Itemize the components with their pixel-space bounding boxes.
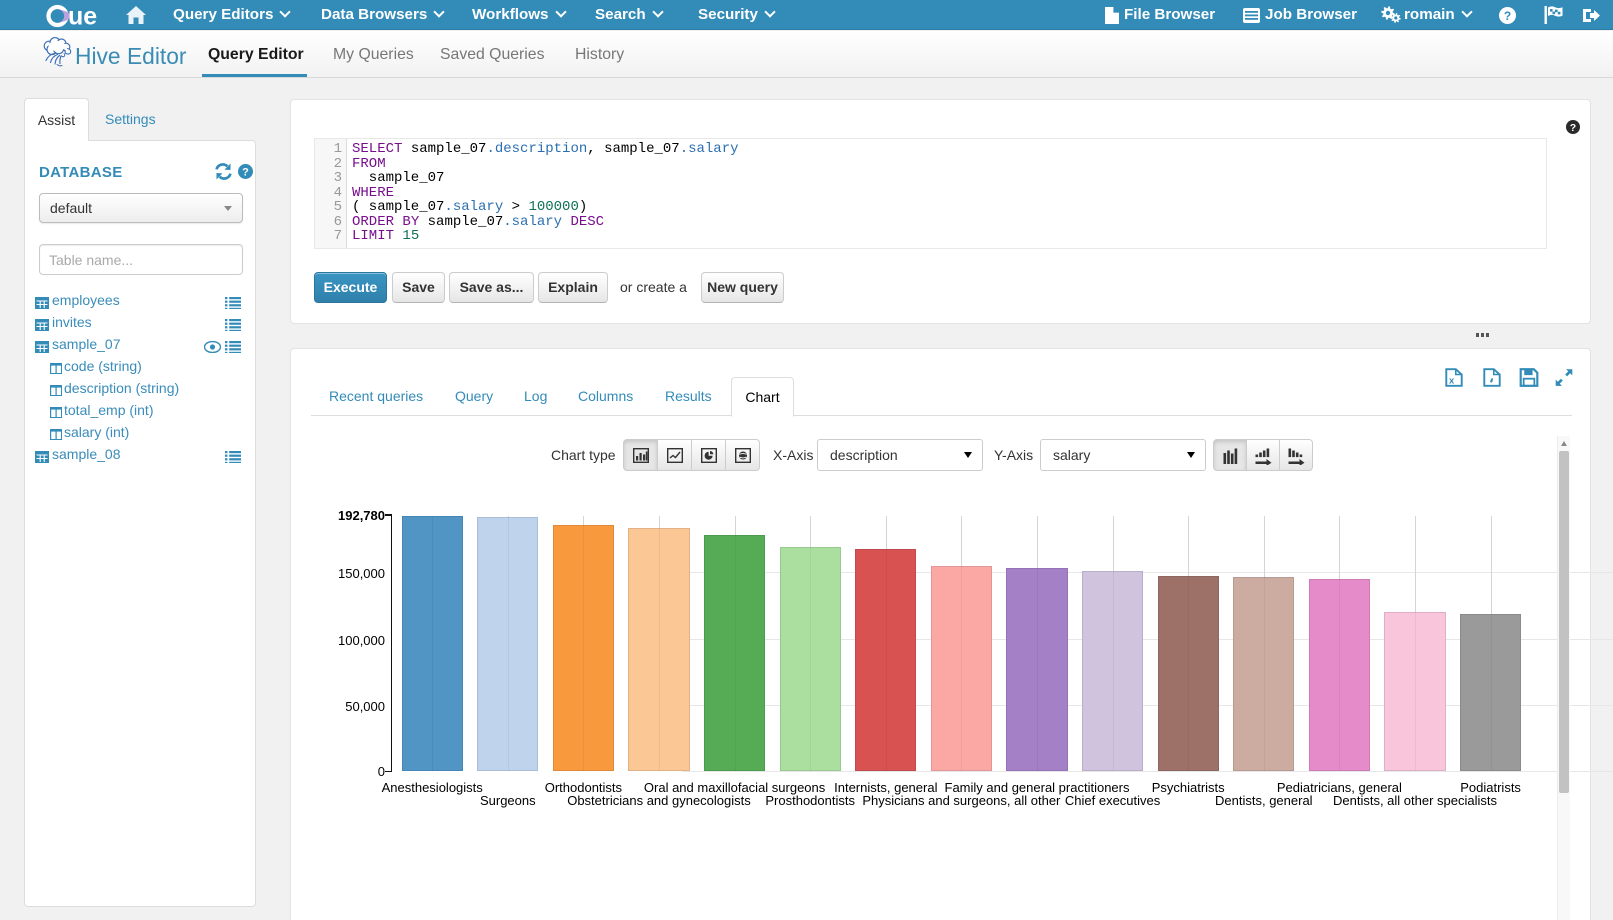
svg-text:?: ?	[242, 167, 249, 179]
svg-text:?: ?	[1504, 9, 1511, 23]
svg-text:x: x	[1449, 375, 1455, 386]
svg-text:ue: ue	[68, 3, 97, 29]
svg-text:?: ?	[1570, 122, 1576, 134]
